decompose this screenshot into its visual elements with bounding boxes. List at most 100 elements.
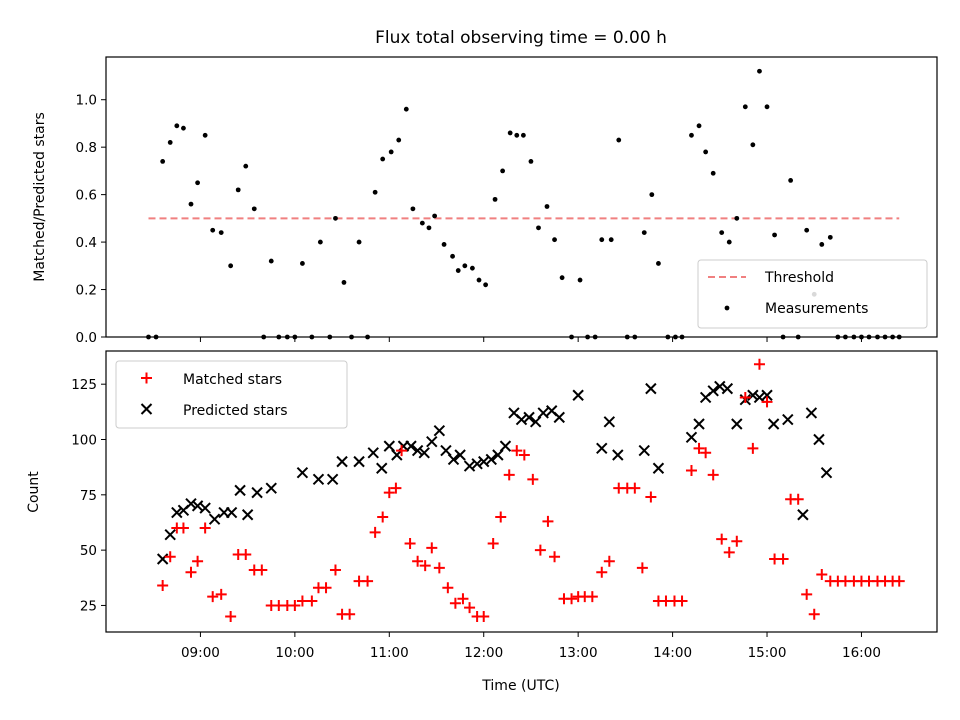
measurement-point [552, 237, 557, 243]
predicted-star-marker [707, 385, 719, 397]
measurement-point [757, 68, 762, 74]
measurement-point [492, 196, 498, 202]
predicted-star-marker [426, 436, 438, 448]
matched-star-marker [596, 566, 608, 578]
matched-star-marker [390, 482, 402, 494]
measurement-point [569, 334, 574, 340]
measurement-point [365, 334, 370, 340]
count-x-tick-label: 15:00 [748, 645, 787, 661]
matched-star-marker [603, 555, 615, 567]
measurement-point [426, 225, 432, 231]
measurement-point [710, 170, 716, 176]
predicted-star-marker [433, 424, 446, 437]
measurement-point [656, 261, 661, 266]
matched-star-marker [808, 608, 820, 620]
count-x-tick-label: 14:00 [653, 645, 692, 661]
predicted-star-marker [471, 458, 483, 470]
measurement-point [146, 334, 151, 340]
matched-star-marker [685, 464, 697, 476]
matched-star-marker [240, 549, 252, 561]
measurement-point [243, 163, 249, 169]
matched-star-marker [306, 595, 318, 607]
measurement-point [859, 334, 864, 340]
predicted-star-marker [761, 389, 773, 401]
predicted-star-marker [454, 449, 466, 461]
predicted-star-marker [693, 418, 705, 430]
matched-star-marker [404, 537, 416, 549]
measurement-point [703, 149, 709, 155]
measurement-point [875, 334, 880, 340]
ratio-legend-frame [697, 259, 928, 329]
predicted-star-marker [405, 440, 417, 452]
matched-star-marker [296, 595, 308, 607]
predicted-star-markers [156, 380, 833, 565]
predicted-star-marker [208, 513, 221, 525]
legend-measurements-swatch [724, 305, 730, 311]
measurement-point [896, 334, 902, 340]
count-panel: 25 50 75 100 125 09:00 10:00 11:00 12:00 13:00 14… [26, 350, 938, 694]
count-x-tick-label: 10:00 [275, 645, 314, 661]
predicted-star-marker [485, 453, 497, 466]
legend-threshold-label: Threshold [764, 270, 834, 286]
measurement-point [396, 137, 402, 143]
matched-star-marker [586, 591, 598, 603]
measurement-point [795, 334, 801, 340]
predicted-star-marker [537, 407, 549, 419]
matched-star-marker [487, 537, 499, 549]
measurement-point [403, 106, 409, 112]
predicted-star-marker [367, 447, 379, 459]
measurement-point [181, 125, 186, 131]
measurement-point [341, 280, 347, 285]
predicted-star-marker [499, 440, 512, 452]
count-x-ticks: 09:00 10:00 11:00 12:00 13:00 14:00 15:00 16:00 [181, 632, 881, 661]
measurement-point [827, 234, 833, 240]
ratio-panel: 0.0 0.2 0.4 0.6 0.8 1.0 Matched/Predicted sta… [32, 56, 938, 346]
predicted-star-marker [353, 455, 365, 468]
matched-star-marker [412, 555, 424, 567]
predicted-star-marker [336, 455, 348, 468]
matched-star-marker [645, 491, 657, 503]
matched-star-marker [753, 358, 765, 370]
predicted-star-marker [767, 418, 780, 430]
count-y-tick-label: 75 [80, 488, 97, 504]
matched-star-marker [893, 575, 905, 587]
measurement-point [356, 239, 362, 245]
x-axis-label: Time (UTC) [481, 678, 559, 694]
measurement-point [228, 263, 234, 269]
matched-star-marker [549, 551, 561, 563]
ratio-y-ticks: 0.0 0.2 0.4 0.6 0.8 1.0 [76, 93, 106, 346]
measurement-point [679, 334, 685, 340]
matched-star-marker [716, 533, 728, 545]
matched-star-marker [707, 469, 719, 481]
measurement-point [476, 277, 482, 283]
predicted-star-marker [447, 453, 460, 466]
matched-star-marker [449, 597, 461, 609]
matched-star-marker [426, 542, 438, 554]
matched-star-marker [700, 447, 712, 459]
measurement-point [441, 242, 447, 247]
predicted-star-marker [747, 389, 759, 401]
matched-star-marker [503, 469, 515, 481]
measurement-point [772, 232, 777, 238]
predicted-star-marker [813, 433, 825, 446]
ratio-y-tick-label: 0.6 [76, 188, 97, 204]
count-panel-frame [105, 350, 938, 633]
legend-matched-swatch [141, 372, 152, 384]
measurement-point [317, 239, 323, 245]
measurement-point [309, 334, 315, 340]
matched-star-marker [320, 582, 332, 594]
measurement-point [455, 268, 461, 273]
measurement-point [300, 261, 305, 266]
ratio-legend: Threshold Measurements [697, 259, 928, 329]
count-y-tick-label: 125 [71, 377, 97, 393]
legend-predicted-label: Predicted stars [183, 403, 288, 419]
measurement-point [559, 275, 565, 281]
predicted-star-marker [652, 462, 665, 474]
measurement-point [218, 230, 224, 235]
matched-star-marker [747, 442, 759, 454]
measurement-point [851, 334, 857, 340]
measurement-point [235, 187, 241, 193]
matched-star-marker [157, 580, 169, 592]
predicted-star-marker [603, 416, 616, 428]
